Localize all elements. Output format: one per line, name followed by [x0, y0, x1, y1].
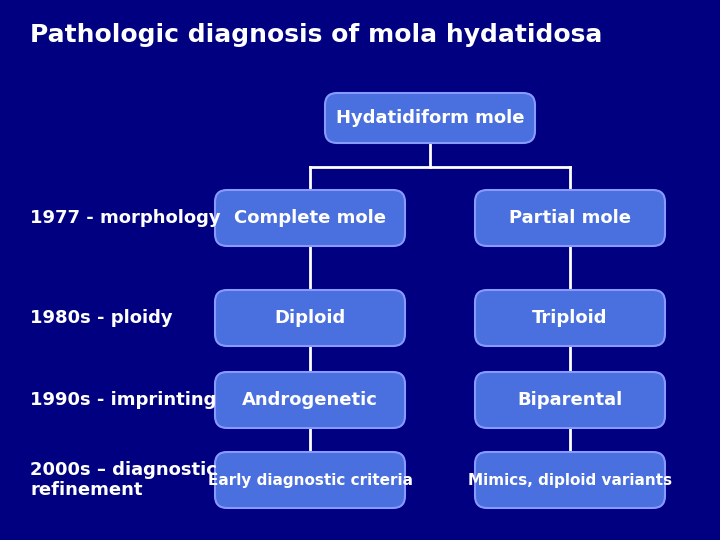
FancyBboxPatch shape: [325, 93, 535, 143]
Text: Biparental: Biparental: [518, 391, 623, 409]
Text: Partial mole: Partial mole: [509, 209, 631, 227]
FancyBboxPatch shape: [215, 190, 405, 246]
FancyBboxPatch shape: [215, 452, 405, 508]
FancyBboxPatch shape: [215, 372, 405, 428]
Text: Complete mole: Complete mole: [234, 209, 386, 227]
Text: Triploid: Triploid: [532, 309, 608, 327]
FancyBboxPatch shape: [475, 372, 665, 428]
Text: 1990s - imprinting: 1990s - imprinting: [30, 391, 217, 409]
FancyBboxPatch shape: [215, 290, 405, 346]
FancyBboxPatch shape: [475, 290, 665, 346]
Text: Diploid: Diploid: [274, 309, 346, 327]
Text: Early diagnostic criteria: Early diagnostic criteria: [207, 472, 413, 488]
Text: Androgenetic: Androgenetic: [242, 391, 378, 409]
Text: Hydatidiform mole: Hydatidiform mole: [336, 109, 524, 127]
FancyBboxPatch shape: [475, 452, 665, 508]
Text: Pathologic diagnosis of mola hydatidosa: Pathologic diagnosis of mola hydatidosa: [30, 23, 603, 47]
FancyBboxPatch shape: [475, 190, 665, 246]
Text: 2000s – diagnostic
refinement: 2000s – diagnostic refinement: [30, 461, 217, 500]
Text: 1977 - morphology: 1977 - morphology: [30, 209, 220, 227]
Text: 1980s - ploidy: 1980s - ploidy: [30, 309, 173, 327]
Text: Mimics, diploid variants: Mimics, diploid variants: [468, 472, 672, 488]
